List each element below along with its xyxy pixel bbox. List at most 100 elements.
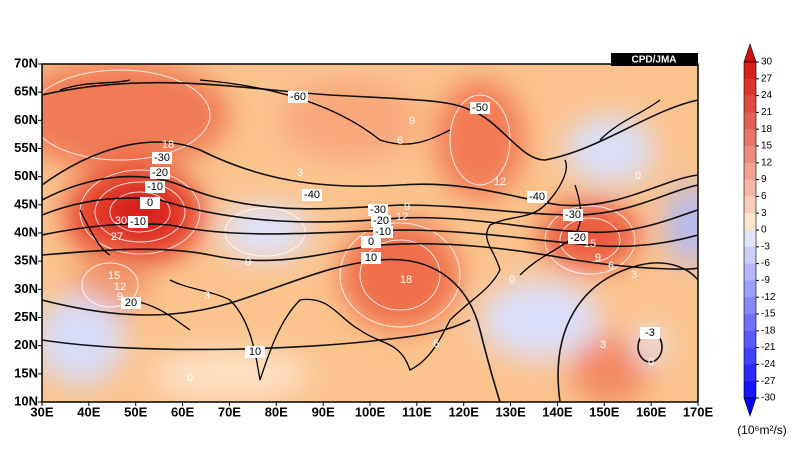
colorbar-label: -15 — [761, 309, 776, 320]
colorbar-band — [744, 213, 756, 231]
contour-label: -3 — [645, 327, 655, 339]
colorbar-label: 12 — [761, 157, 773, 168]
lon-label: 100E — [355, 404, 386, 419]
lat-label: 65N — [14, 84, 38, 99]
lat-label: 50N — [14, 168, 38, 183]
lat-label: 25N — [14, 309, 38, 324]
colorbar-label: 21 — [761, 107, 773, 118]
colorbar-band — [744, 146, 756, 164]
lon-label: 160E — [636, 404, 667, 419]
label-box — [152, 152, 172, 164]
colorbar-band — [744, 246, 756, 264]
contour-label: 10 — [249, 346, 261, 358]
colorbar-band — [744, 179, 756, 197]
contour-label: -10 — [130, 216, 146, 228]
contour-label: 0 — [147, 197, 153, 209]
label-box — [150, 167, 170, 179]
colorbar-label: -3 — [761, 241, 770, 252]
contour-label: 15 — [108, 270, 120, 282]
contour-label: 3 — [204, 290, 210, 302]
label-box — [470, 102, 490, 114]
colorbar-band — [744, 347, 756, 365]
contour-label: 0 — [245, 256, 251, 268]
label-box — [568, 232, 588, 244]
colorbar-band — [744, 112, 756, 130]
lat-label: 35N — [14, 253, 38, 268]
contour-label: -20 — [373, 215, 389, 227]
lon-label: 110E — [402, 404, 432, 419]
lon-label: 50E — [124, 404, 147, 419]
lat-label: 55N — [14, 140, 38, 155]
colorbar-band — [744, 330, 756, 348]
lon-label: 30E — [30, 404, 53, 419]
contour-label: 0 — [187, 372, 193, 384]
colorbar-band — [744, 230, 756, 248]
contour-label: 10 — [365, 252, 377, 264]
lon-label: 90E — [312, 404, 335, 419]
contour-label: -10 — [147, 181, 163, 193]
contour-label: 18 — [162, 139, 174, 151]
credit: CPD/JMA — [631, 55, 676, 66]
colorbar-label: 18 — [761, 124, 773, 135]
label-box — [128, 216, 148, 228]
lat-label: 40N — [14, 224, 38, 239]
colorbar-band — [744, 196, 756, 214]
contour-label: 0 — [368, 236, 374, 248]
colorbar-band — [744, 95, 756, 113]
colorbar-label: -6 — [761, 258, 770, 269]
colorbar-band — [744, 62, 756, 80]
colorbar-band — [744, 162, 756, 180]
lat-label: 60N — [14, 112, 38, 127]
colorbar-label: 27 — [761, 73, 773, 84]
colorbar-band — [744, 129, 756, 147]
colorbar-label: -30 — [761, 393, 776, 404]
colorbar-label: -24 — [761, 359, 776, 370]
colorbar-label: 3 — [761, 208, 767, 219]
contour-label: 18 — [400, 274, 412, 286]
label-box — [245, 346, 265, 358]
contour-label: -20 — [152, 167, 168, 179]
colorbar: 302724211815129630-3-6-9-12-15-18-21-24-… — [743, 43, 776, 417]
contour-label: -40 — [529, 191, 545, 203]
contour-label: 9 — [404, 201, 410, 213]
map-area — [42, 64, 698, 402]
contour-label: 30 — [115, 215, 127, 227]
contour-label: 9 — [595, 252, 601, 264]
label-box — [288, 91, 308, 103]
contour-label: 9 — [117, 291, 123, 303]
colorbar-band — [744, 297, 756, 315]
contour-label: 12 — [396, 211, 408, 223]
lon-label: 170E — [683, 404, 714, 419]
contour-label: 0 — [635, 170, 641, 182]
lon-label: 120E — [449, 404, 480, 419]
colorbar-band — [744, 263, 756, 281]
contour-label: -20 — [570, 232, 586, 244]
contour-label: -60 — [290, 91, 306, 103]
colorbar-bottom-arrow — [743, 397, 757, 417]
contour-label: -40 — [304, 189, 320, 201]
lat-label: 30N — [14, 281, 38, 296]
label-box — [640, 327, 660, 339]
lat-label: 20N — [14, 337, 38, 352]
colorbar-label: -18 — [761, 325, 776, 336]
colorbar-label: -27 — [761, 376, 776, 387]
label-box — [361, 252, 381, 264]
lon-label: 80E — [265, 404, 288, 419]
contour-label: 3 — [600, 339, 606, 351]
label-box — [527, 191, 547, 203]
lon-label: 150E — [589, 404, 620, 419]
lat-label: 15N — [14, 365, 38, 380]
contour-label: -10 — [375, 226, 391, 238]
contour-label: -30 — [565, 209, 581, 221]
lon-label: 140E — [542, 404, 573, 419]
label-box — [145, 181, 165, 193]
label-box — [302, 189, 322, 201]
colorbar-top-arrow — [743, 43, 757, 63]
contour-label: -30 — [370, 204, 386, 216]
lon-label: 130E — [495, 404, 526, 419]
unit-label: (10⁶m²/s) — [737, 423, 787, 437]
lat-label: 45N — [14, 196, 38, 211]
colorbar-label: 9 — [761, 174, 767, 185]
contour-label: 15 — [584, 238, 596, 250]
